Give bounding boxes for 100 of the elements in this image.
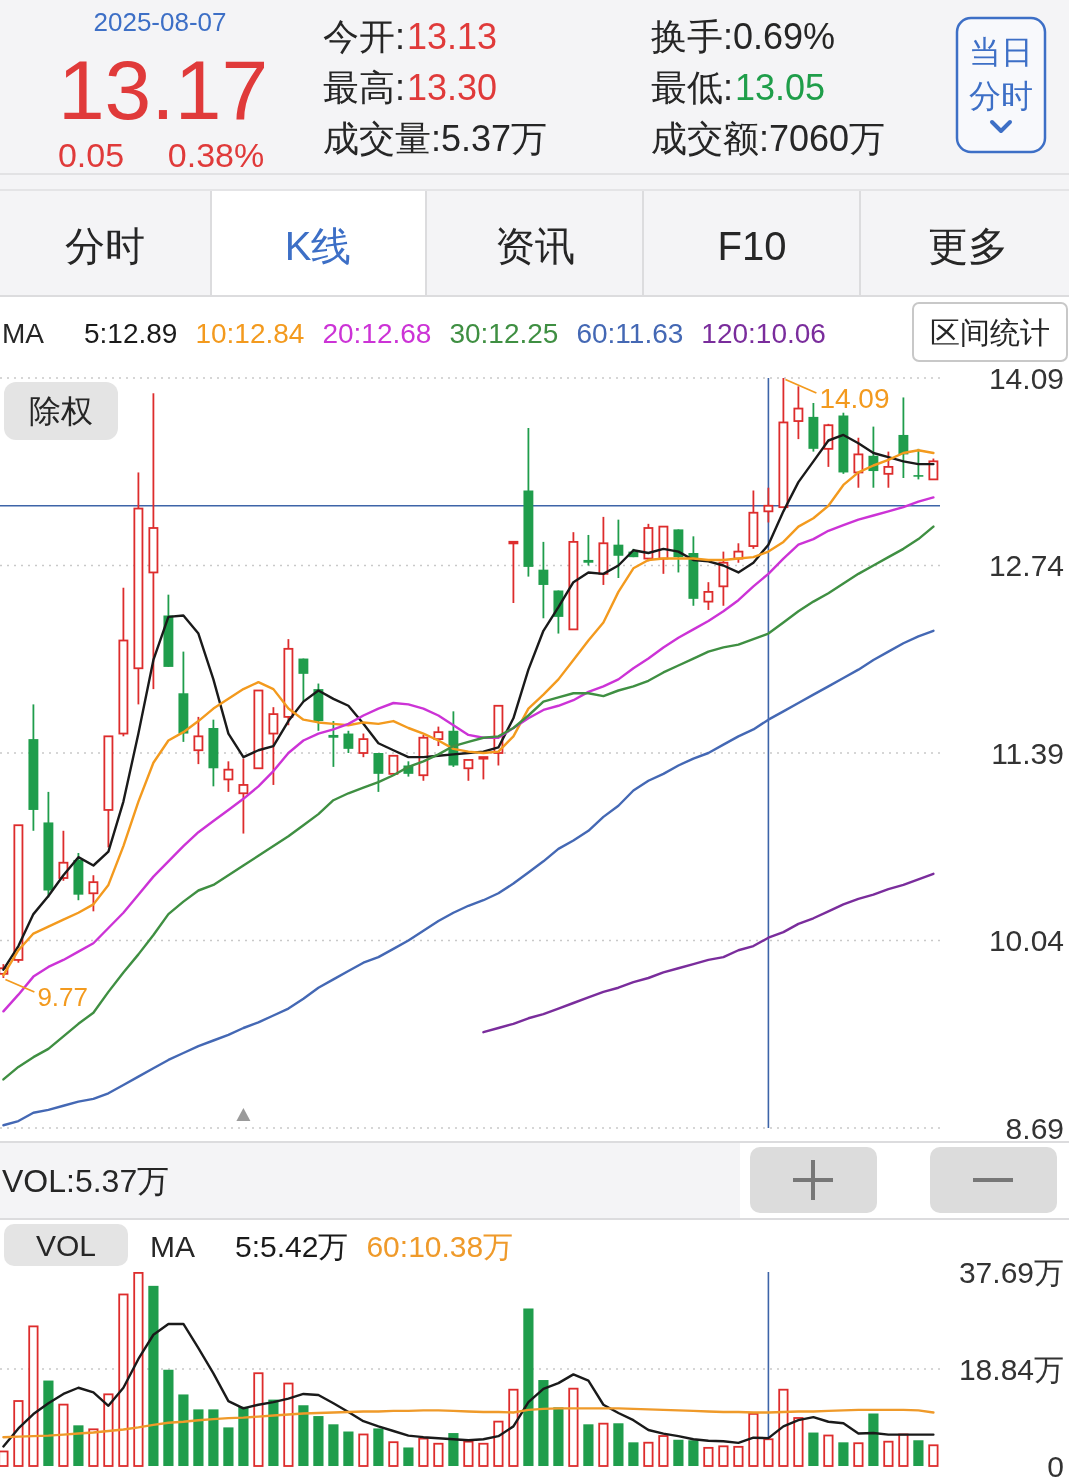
text: 60:11.63 xyxy=(576,317,684,349)
bar xyxy=(718,1445,729,1467)
bar xyxy=(478,1442,489,1467)
candlestick xyxy=(583,534,594,567)
text: 2025-08-07 xyxy=(93,7,227,37)
text: 0.38% xyxy=(167,136,265,174)
text: 30:12.25 xyxy=(449,317,559,349)
bar xyxy=(778,1388,789,1467)
bar xyxy=(553,1407,564,1466)
text: 最高: xyxy=(323,66,406,108)
bar xyxy=(463,1440,474,1467)
bar xyxy=(208,1409,219,1466)
chart-title: VOL:5.37万 xyxy=(2,1163,170,1199)
bar xyxy=(343,1431,354,1466)
bar xyxy=(28,1325,39,1467)
bar xyxy=(0,1450,9,1467)
bar xyxy=(178,1394,189,1466)
bar xyxy=(148,1285,159,1466)
text: VOL xyxy=(35,1228,97,1262)
bar xyxy=(613,1423,624,1466)
text: 5:12.89 xyxy=(84,317,178,349)
text: 20:12.68 xyxy=(322,317,432,349)
bar xyxy=(508,1388,519,1467)
bar xyxy=(628,1442,639,1466)
bar xyxy=(433,1442,444,1467)
text: K线 xyxy=(284,224,352,268)
bar xyxy=(388,1441,399,1467)
bar xyxy=(838,1442,849,1466)
y-tick-label: 12.74 xyxy=(988,549,1064,582)
candlestick xyxy=(793,385,804,441)
text: 更多 xyxy=(928,224,1008,268)
text: 区间统计 xyxy=(930,315,1050,349)
text: 13.05 xyxy=(735,66,826,108)
bar xyxy=(868,1413,879,1466)
bar xyxy=(643,1441,654,1467)
bar xyxy=(898,1433,909,1467)
bar xyxy=(568,1387,579,1467)
candlestick xyxy=(613,518,624,579)
text: 0.05 xyxy=(57,136,125,174)
line-series xyxy=(2,1322,935,1448)
candlestick xyxy=(373,752,384,793)
legend-title: MA xyxy=(2,317,45,349)
bar xyxy=(523,1308,534,1466)
text: 当日 xyxy=(969,34,1033,70)
bar xyxy=(673,1439,684,1466)
bar xyxy=(808,1432,819,1466)
text: F10 xyxy=(717,224,787,268)
bar xyxy=(748,1412,759,1467)
bar xyxy=(58,1403,69,1467)
candlestick xyxy=(298,657,309,703)
bar xyxy=(283,1382,294,1467)
candlestick xyxy=(103,735,114,849)
bar xyxy=(763,1438,774,1467)
text: 最低: xyxy=(651,66,734,108)
bar xyxy=(883,1440,894,1467)
bar xyxy=(793,1417,804,1467)
candlestick xyxy=(133,471,144,706)
bar xyxy=(88,1428,99,1467)
bar xyxy=(223,1427,234,1466)
y-tick-label: 37.69万 xyxy=(958,1255,1064,1289)
annotation: 除权 xyxy=(29,393,93,429)
bar xyxy=(703,1446,714,1467)
bar xyxy=(688,1440,699,1466)
text: 成交额:7060万 xyxy=(651,117,886,159)
candlestick xyxy=(148,392,159,691)
candlestick xyxy=(538,540,549,620)
bar xyxy=(403,1447,414,1466)
y-tick-label: 14.09 xyxy=(988,361,1064,395)
bar xyxy=(913,1440,924,1466)
text: 13.13 xyxy=(407,15,498,57)
bar xyxy=(853,1442,864,1467)
text: 13.17 xyxy=(57,43,269,137)
bar xyxy=(13,1400,24,1467)
bar xyxy=(583,1424,594,1466)
text: 60:10.38万 xyxy=(366,1229,514,1263)
bar xyxy=(418,1437,429,1467)
bar xyxy=(268,1399,279,1466)
bar xyxy=(163,1369,174,1466)
candlestick xyxy=(253,689,264,770)
candlestick xyxy=(328,720,339,768)
bar xyxy=(928,1444,939,1467)
bar xyxy=(823,1434,834,1467)
y-tick-label: 10.04 xyxy=(988,924,1064,957)
bar xyxy=(133,1272,144,1467)
bar xyxy=(538,1380,549,1466)
bar xyxy=(313,1416,324,1466)
line-series xyxy=(2,1407,935,1439)
bar xyxy=(328,1424,339,1466)
candlestick xyxy=(388,754,399,775)
y-tick-label: 0 xyxy=(1047,1449,1064,1483)
bar xyxy=(103,1393,114,1467)
text: 120:10.06 xyxy=(701,317,826,349)
candlestick xyxy=(478,756,489,781)
bar xyxy=(493,1420,504,1467)
text: 成交量:5.37万 xyxy=(323,117,548,159)
bar xyxy=(733,1445,744,1467)
annotation: 14.09 xyxy=(819,382,890,414)
bar xyxy=(43,1380,54,1466)
bar xyxy=(73,1425,84,1466)
bar xyxy=(448,1433,459,1466)
